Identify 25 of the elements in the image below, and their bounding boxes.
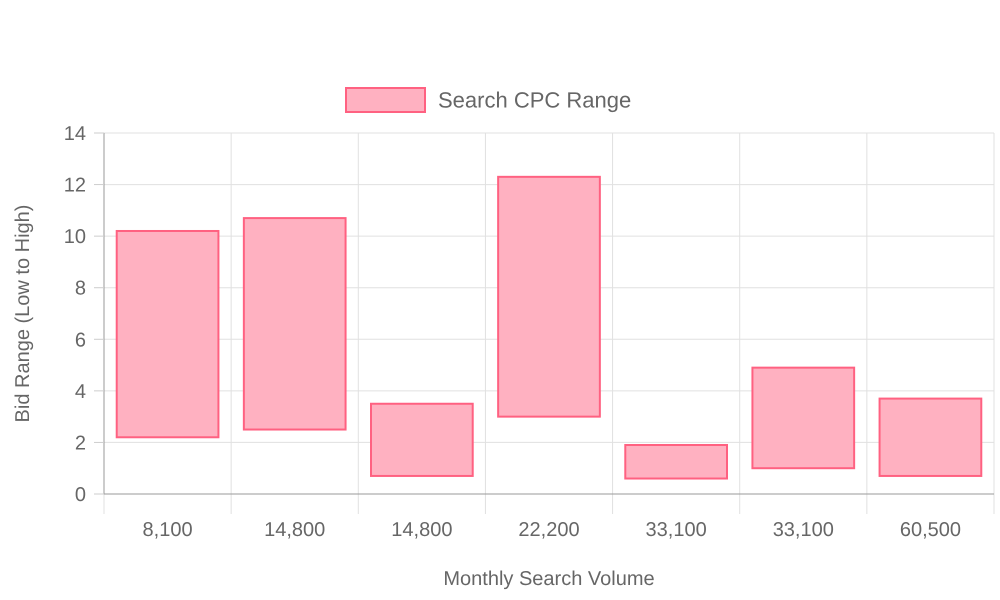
x-tick-label: 8,100	[142, 519, 193, 541]
y-tick-label: 12	[64, 174, 86, 197]
bar	[116, 230, 220, 438]
y-tick-label: 0	[74, 484, 86, 506]
x-tick-label: 60,500	[900, 519, 962, 541]
x-tick-label: 14,800	[264, 519, 326, 541]
x-tick-label: 14,800	[391, 519, 452, 541]
y-tick-label: 14	[64, 123, 86, 145]
bar	[751, 366, 856, 470]
y-axis-title: Bid Range (Low to High)	[12, 204, 34, 422]
x-tick-label: 33,100	[772, 519, 834, 541]
y-tick-label: 6	[74, 329, 86, 352]
legend-label: Search CPC Range	[438, 88, 632, 113]
x-axis-title: Monthly Search Volume	[443, 568, 655, 590]
bar	[878, 398, 982, 477]
y-tick-label: 10	[64, 226, 86, 248]
bar	[370, 402, 474, 477]
y-tick-label: 2	[74, 432, 86, 454]
x-tick-label: 22,200	[518, 519, 580, 541]
bar	[242, 217, 347, 431]
y-tick-label: 8	[74, 278, 86, 300]
bar	[497, 176, 601, 418]
bar	[624, 444, 728, 480]
y-tick-label: 4	[74, 380, 86, 403]
x-tick-label: 33,100	[646, 519, 707, 541]
